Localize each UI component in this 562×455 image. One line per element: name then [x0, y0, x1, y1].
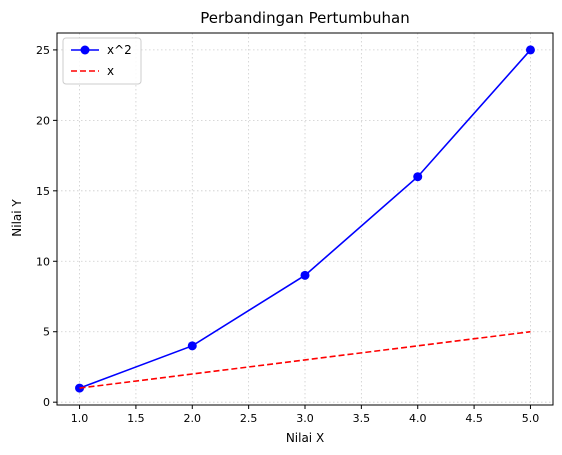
series-layer: [75, 45, 535, 393]
x-tick-label: 2.0: [184, 412, 202, 425]
legend: x^2 x: [62, 37, 142, 85]
chart-title: Perbandingan Pertumbuhan: [200, 9, 409, 27]
y-axis: 0 5 10 15 20 25: [36, 44, 57, 409]
x-tick-label: 4.0: [409, 412, 427, 425]
x-tick-label: 1.0: [71, 412, 89, 425]
x-tick-label: 3.5: [353, 412, 371, 425]
y-tick-label: 5: [43, 326, 50, 339]
y-tick-label: 0: [43, 396, 50, 409]
data-point: [413, 172, 423, 182]
legend-label: x^2: [107, 43, 132, 57]
y-tick-label: 10: [36, 255, 50, 268]
y-axis-label: Nilai Y: [10, 199, 24, 237]
grid-lines: [57, 33, 553, 405]
x-tick-label: 4.5: [465, 412, 483, 425]
x-tick-label: 1.5: [127, 412, 145, 425]
y-tick-label: 20: [36, 114, 50, 127]
series-line-2: [79, 330, 531, 389]
legend-label: x: [107, 64, 114, 78]
x-axis-label: Nilai X: [286, 431, 324, 445]
x-tick-label: 3.0: [296, 412, 314, 425]
y-tick-label: 25: [36, 44, 50, 57]
data-point: [525, 45, 535, 55]
legend-marker: [80, 45, 90, 55]
x-axis: 1.0 1.5 2.0 2.5 3.0 3.5 4.0 4.5 5.0: [71, 405, 539, 425]
x-tick-label: 2.5: [240, 412, 258, 425]
data-point: [187, 341, 197, 351]
data-point: [300, 270, 310, 280]
y-tick-label: 15: [36, 185, 50, 198]
x-tick-label: 5.0: [522, 412, 540, 425]
